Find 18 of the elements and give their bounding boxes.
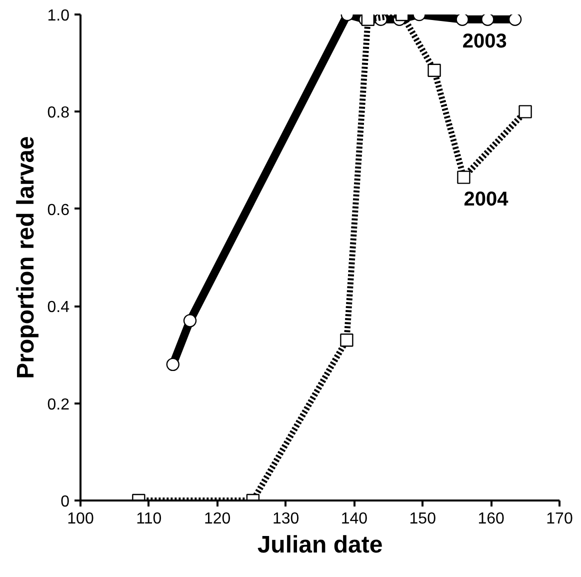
series-label: 2003 (462, 30, 507, 52)
y-tick-label: 0.6 (47, 202, 70, 219)
x-tick-label: 110 (136, 510, 162, 528)
y-tick-label: 1.0 (47, 8, 70, 24)
x-tick-label: 120 (204, 510, 231, 528)
x-tick-label: 140 (340, 510, 368, 528)
y-tick-label: 0.2 (47, 396, 70, 414)
x-tick-label: 100 (67, 510, 94, 528)
x-tick-label: 130 (272, 510, 300, 528)
x-axis-title: Julian date (257, 532, 383, 558)
x-tick-label: 160 (478, 510, 505, 528)
x-tick-label: 170 (546, 510, 573, 528)
x-tick-label: 150 (409, 510, 436, 528)
y-axis-title: Proportion red larvae (12, 136, 40, 379)
y-tick-label: 0.4 (47, 299, 70, 316)
y-tick-label: 0 (60, 494, 70, 510)
series-label: 2004 (464, 188, 510, 210)
y-tick-label: 0.8 (47, 104, 70, 122)
